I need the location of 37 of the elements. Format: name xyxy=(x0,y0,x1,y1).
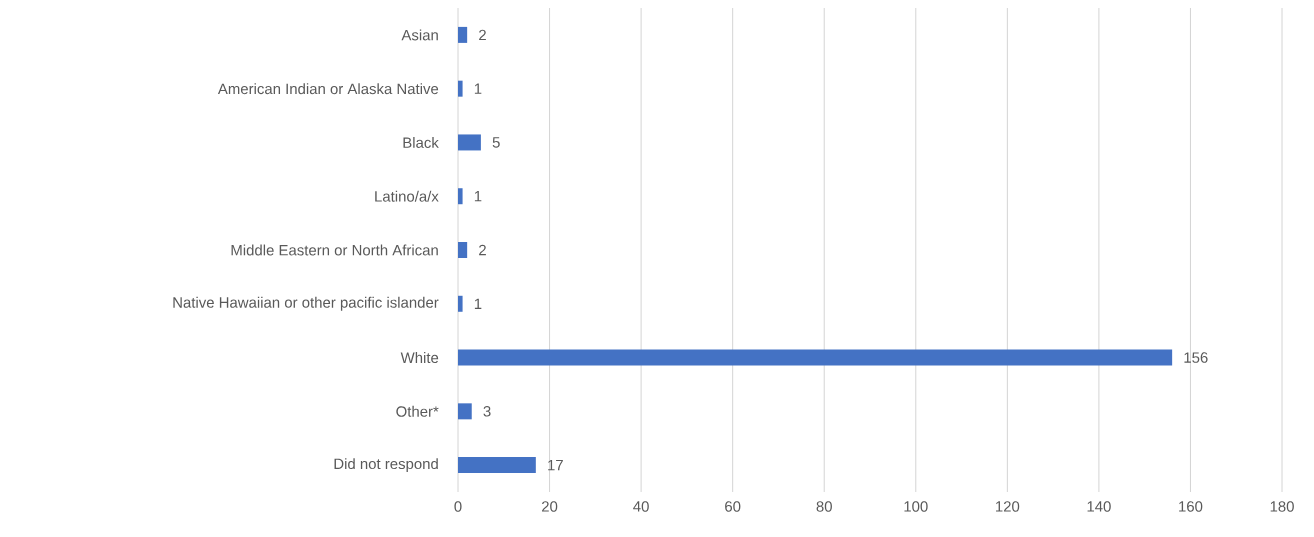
bar xyxy=(458,188,463,205)
y-tick-label: Asian xyxy=(401,29,438,41)
data-label: 17 xyxy=(548,459,563,471)
y-tick-label: Native Hawaiian or other pacific islander xyxy=(173,296,439,311)
data-label: 3 xyxy=(483,406,491,417)
x-tick-label: 180 xyxy=(1270,501,1294,512)
x-tick-label: 60 xyxy=(725,501,741,512)
data-label: 1 xyxy=(474,191,482,202)
y-tick-label: Black xyxy=(403,136,439,148)
bar xyxy=(458,403,472,420)
bar xyxy=(458,134,481,151)
bar xyxy=(458,349,1173,366)
x-tick-label: 20 xyxy=(542,501,558,512)
y-tick-label: White xyxy=(400,352,439,364)
data-label: 1 xyxy=(474,298,482,309)
x-tick-label: 40 xyxy=(633,501,649,512)
y-tick-label: Middle Eastern or North African xyxy=(231,244,438,256)
y-tick-label: Other* xyxy=(396,405,439,417)
data-label: 156 xyxy=(1184,352,1208,363)
x-tick-label: 120 xyxy=(996,501,1020,512)
x-tick-label: 0 xyxy=(454,501,462,512)
data-label: 2 xyxy=(479,244,486,256)
bar xyxy=(458,26,468,43)
x-tick-label: 100 xyxy=(904,501,928,512)
x-tick-label: 80 xyxy=(816,501,832,512)
data-label: 1 xyxy=(474,83,482,94)
bar xyxy=(458,80,463,97)
data-label: 2 xyxy=(479,29,486,41)
x-tick-label: 160 xyxy=(1179,501,1203,512)
y-tick-label: Latino/a/x xyxy=(375,190,439,202)
x-tick-label: 140 xyxy=(1087,501,1111,512)
y-tick-label: American Indian or Alaska Native xyxy=(217,83,439,95)
bar xyxy=(458,242,468,258)
data-label: 5 xyxy=(492,137,500,148)
bar xyxy=(458,295,463,312)
bar xyxy=(458,457,536,474)
y-tick-label: Did not respond xyxy=(334,458,438,473)
